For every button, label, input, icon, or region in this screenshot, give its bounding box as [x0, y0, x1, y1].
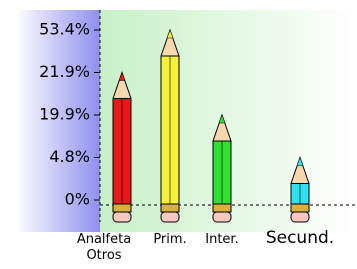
pencil-eraser	[291, 212, 309, 222]
pencil-eraser	[113, 212, 131, 222]
pencil-eraser	[161, 212, 179, 222]
pencil	[161, 30, 179, 222]
y-tick-label: 0%	[65, 190, 90, 209]
y-tick-label: 53.4%	[39, 20, 90, 39]
x-tick-label: Secund.	[245, 230, 355, 246]
pencil-ferrule	[113, 204, 131, 212]
pencil-ferrule	[291, 204, 309, 212]
pencil	[113, 73, 131, 223]
pencil-eraser	[213, 212, 231, 222]
pencil-ferrule	[161, 204, 179, 212]
y-tick-label: 4.8%	[49, 147, 90, 166]
pencil-ferrule	[213, 204, 231, 212]
page: 0%4.8%19.9%21.9%53.4% (() => { const dat…	[0, 0, 357, 269]
x-tick-label: Analfeta Otros	[74, 232, 134, 264]
y-tick-label: 19.9%	[39, 105, 90, 124]
y-tick-label: 21.9%	[39, 62, 90, 81]
